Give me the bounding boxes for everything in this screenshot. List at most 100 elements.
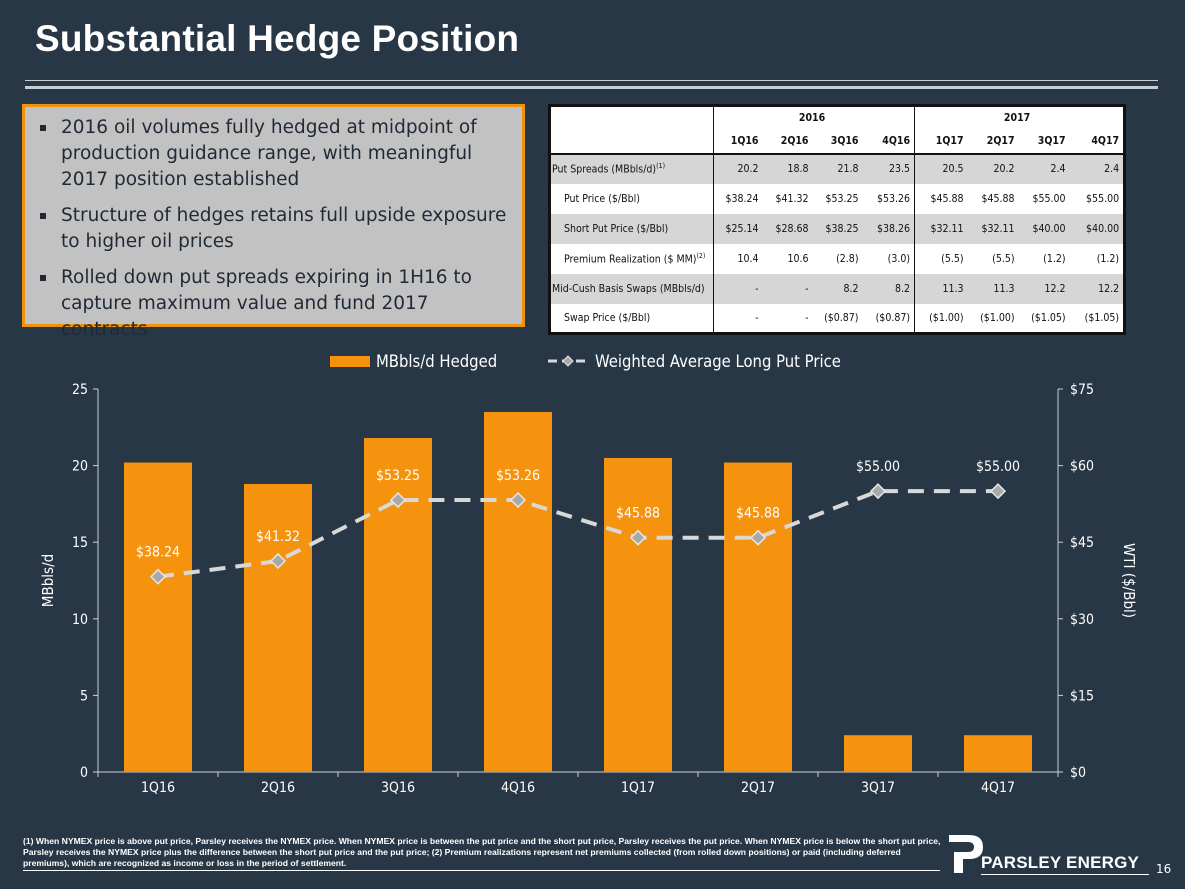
- y2-tick-label: $60: [1070, 459, 1094, 475]
- table-row: Short Put Price ($/Bbl) $25.14 $28.68 $38.2…: [549, 213, 1125, 244]
- y2-axis-title: WTI ($/Bbl): [1120, 543, 1138, 618]
- table-cell: -: [713, 303, 763, 334]
- x-tick-label: 4Q17: [981, 780, 1015, 796]
- y2-tick-label: $30: [1070, 612, 1094, 628]
- table-cell: $55.00: [1032, 192, 1066, 205]
- table-cell: ($1.05): [1031, 311, 1066, 324]
- table-cell: -: [762, 273, 813, 304]
- y-tick-label: 15: [72, 535, 88, 551]
- table-row: Premium Realization ($ MM)(2) 10.4 10.6 (2.…: [550, 243, 1125, 274]
- table-cell: $53.25: [825, 192, 859, 205]
- table-row: Swap Price ($/Bbl) - - ($0.87) ($0.87) ($1.00…: [550, 303, 1125, 334]
- row-label: Premium Realization ($ MM)(2): [564, 251, 706, 266]
- footnote-ref: (2): [696, 251, 706, 260]
- row-label: Put Price ($/Bbl): [564, 192, 640, 205]
- table-cell: (5.5): [992, 252, 1015, 265]
- x-tick-label: 2Q17: [741, 780, 775, 796]
- table-cell: $38.24: [713, 183, 763, 214]
- table-cell: $40.00: [1018, 213, 1070, 244]
- table-cell: $32.11: [914, 213, 968, 244]
- y-tick-label: 10: [72, 612, 88, 628]
- table-cell: 20.2: [713, 153, 763, 184]
- put-price-data-label: $41.32: [256, 529, 300, 545]
- brand-name: PARSLEY ENERGY: [981, 853, 1140, 872]
- table-cell: (5.5): [914, 243, 968, 274]
- y-tick-label: 25: [72, 382, 88, 398]
- title-rule-thick: [25, 86, 1158, 89]
- y-axis-title: MBbls/d: [39, 554, 57, 607]
- bar: [244, 483, 312, 772]
- y2-tick-label: $0: [1070, 765, 1086, 781]
- table-cell: 10.6: [787, 252, 809, 265]
- x-tick-label: 2Q16: [261, 780, 295, 796]
- put-price-data-label: $53.25: [376, 468, 420, 484]
- title-rule-thin: [25, 80, 1158, 81]
- year-header-2016: 2016: [712, 105, 915, 130]
- bar: [844, 735, 912, 772]
- x-tick-label: 3Q17: [861, 780, 895, 796]
- x-tick-label: 4Q16: [501, 780, 535, 796]
- put-price-data-label: $45.88: [736, 506, 780, 522]
- hedge-chart: 0 5 10 15 20 25 $0 $15 $30 $45 $60 $75 1Q16 2Q16 3Q16 4…: [39, 352, 1138, 796]
- y-tick-label: 5: [80, 688, 88, 704]
- table-row: Put Spreads (MBbls/d)(1) 20.2 18.8 21.8 23.5…: [549, 153, 1125, 184]
- table-cell: $40.00: [1069, 213, 1125, 244]
- table-cell: 20.2: [967, 153, 1019, 184]
- table-cell: 2.4: [1069, 153, 1125, 184]
- put-price-line: [157, 489, 998, 579]
- table-cell: ($1.05): [1084, 311, 1120, 324]
- quarter-header: 4Q17: [1091, 135, 1120, 147]
- table-cell: $32.11: [967, 213, 1019, 244]
- put-price-point: [149, 568, 167, 585]
- table-cell: $28.68: [762, 213, 813, 244]
- x-tick-label: 1Q17: [621, 780, 655, 796]
- put-price-point: [749, 529, 767, 546]
- y2-tick-label: $15: [1070, 688, 1094, 704]
- table-corner: [550, 130, 714, 154]
- quarter-header: 1Q17: [914, 129, 968, 154]
- row-label: Short Put Price ($/Bbl): [549, 213, 714, 244]
- y-tick-label: 0: [80, 765, 88, 781]
- bar: [964, 735, 1032, 772]
- table-cell: 11.3: [914, 273, 968, 304]
- table-cell: 10.4: [713, 243, 763, 274]
- put-price-point: [989, 483, 1007, 500]
- legend-label-bars: MBbls/d Hedged: [376, 352, 497, 371]
- put-price-point: [869, 483, 887, 500]
- table-cell: 21.8: [812, 153, 863, 184]
- table-cell: 23.5: [862, 153, 915, 184]
- table-cell: 12.2: [1069, 273, 1125, 304]
- put-price-data-label: $53.26: [496, 468, 540, 484]
- table-cell: (1.2): [1043, 252, 1066, 265]
- page-number: 16: [1156, 862, 1172, 876]
- table-cell: ($1.00): [980, 311, 1015, 324]
- put-price-data-label: $55.00: [856, 459, 900, 475]
- parsley-logo-icon: [949, 835, 983, 873]
- table-row: Mid-Cush Basis Swaps (MBbls/d) - -8.2 8.2 11…: [549, 273, 1125, 304]
- footnote: (1) When NYMEX price is above put price,…: [23, 836, 941, 868]
- y-tick-label: 20: [72, 459, 88, 475]
- put-price-data-label: $55.00: [976, 459, 1020, 475]
- year-header-2017: 2017: [914, 105, 1125, 130]
- put-price-point: [629, 529, 647, 546]
- bullet-item: Rolled down put spreads expiring in 1H16…: [37, 265, 512, 343]
- table-cell: -: [805, 311, 809, 324]
- y2-tick-label: $75: [1070, 382, 1094, 398]
- legend-label-line: Weighted Average Long Put Price: [595, 352, 841, 371]
- x-tick-label: 3Q16: [381, 780, 415, 796]
- quarter-header: 3Q16: [830, 135, 859, 147]
- table-cell: $45.88: [981, 192, 1015, 205]
- footnote-ref: (1): [656, 162, 666, 171]
- put-price-point: [389, 492, 407, 509]
- hedge-table: 2016 2017 1Q16 2Q16 3Q16 4Q16 1Q17 2Q17 3Q17 4Q…: [548, 104, 1127, 335]
- table-cell: 8.2: [812, 273, 863, 304]
- row-label: Put Spreads (MBbls/d)(1): [549, 153, 714, 184]
- quarter-header: 3Q17: [1037, 135, 1066, 147]
- bar: [484, 411, 552, 772]
- put-price-point: [509, 491, 527, 509]
- quarter-header: 1Q16: [713, 129, 763, 154]
- table-cell: 8.2: [862, 273, 915, 304]
- row-label: Mid-Cush Basis Swaps (MBbls/d): [549, 273, 714, 304]
- bar: [124, 462, 192, 772]
- row-label: Swap Price ($/Bbl): [564, 311, 651, 324]
